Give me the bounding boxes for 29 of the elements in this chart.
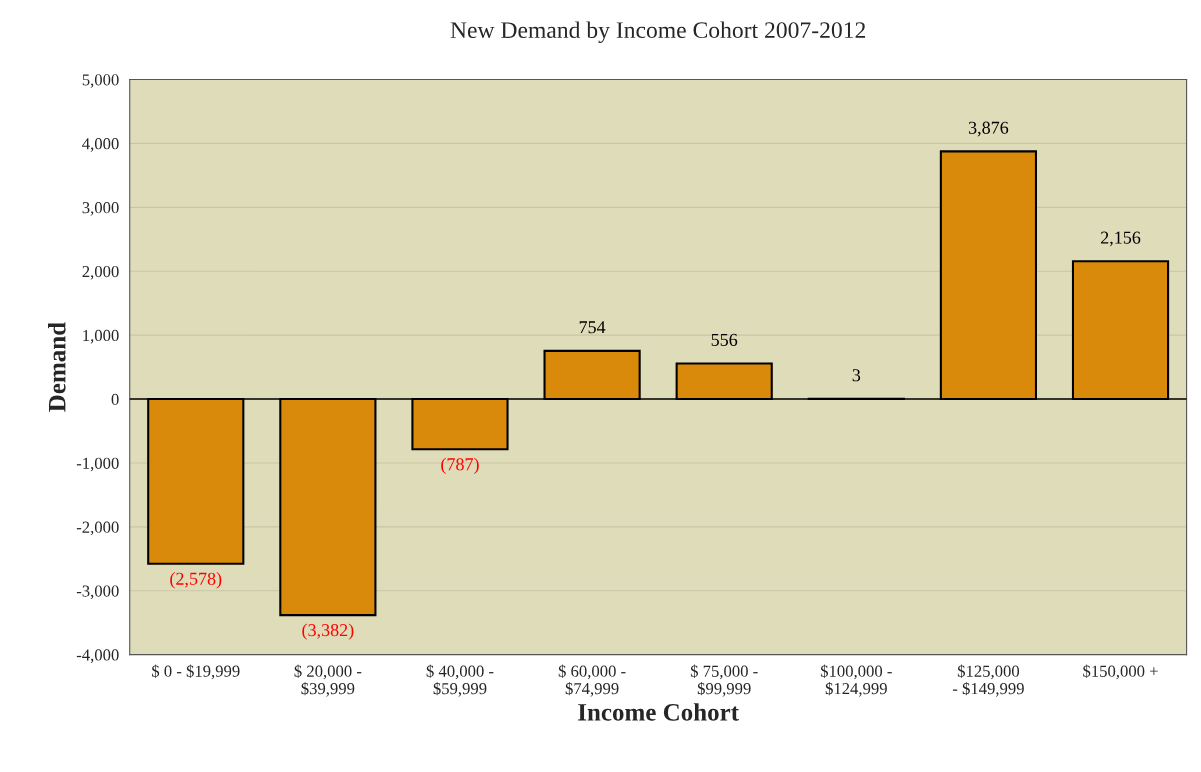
chart-title: New Demand by Income Cohort 2007-2012	[450, 21, 866, 43]
x-tick-label: $150,000 +	[1083, 664, 1158, 680]
y-tick-label: 5,000	[82, 74, 119, 88]
y-tick-label: 1,000	[83, 329, 119, 344]
x-tick-label: $ 75,000 - $99,999	[690, 664, 758, 697]
y-tick-label: -1,000	[76, 457, 119, 472]
data-label: 3	[852, 369, 861, 382]
data-label: 2,156	[1101, 231, 1141, 247]
data-label: (787)	[441, 457, 479, 475]
data-label: 754	[579, 321, 606, 334]
y-tick-label: 2,000	[82, 265, 119, 280]
y-tick-label: -2,000	[76, 521, 119, 536]
x-tick-label: $ 0 - $19,999	[152, 664, 240, 680]
x-tick-label: $ 60,000 - $74,999	[558, 664, 626, 697]
x-tick-label: $100,000 - $124,999	[820, 664, 892, 697]
y-tick-label: -3,000	[76, 585, 119, 600]
y-tick-label: 0	[111, 393, 119, 405]
x-axis-title: Income Cohort	[578, 703, 739, 721]
data-label: (3,382)	[302, 623, 354, 640]
y-axis-title: Demand	[48, 322, 66, 412]
data-label: 556	[711, 333, 738, 346]
x-tick-label: $125,000 - $149,999	[952, 664, 1024, 697]
y-tick-label: -4,000	[76, 649, 119, 663]
x-tick-label: $ 20,000 - $39,999	[294, 664, 362, 697]
x-tick-label: $ 40,000 - $59,999	[426, 664, 494, 697]
data-label: 3,876	[968, 121, 1009, 137]
y-tick-label: 4,000	[82, 138, 119, 152]
y-tick-label: 3,000	[82, 202, 119, 216]
data-label: (2,578)	[170, 572, 222, 589]
